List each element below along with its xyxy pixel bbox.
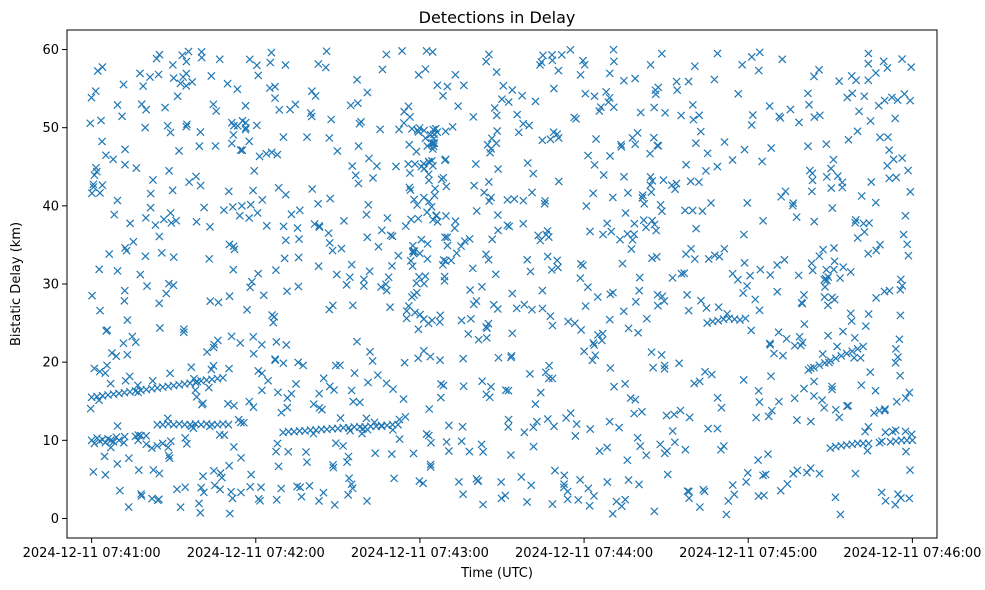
y-tick-label: 50 xyxy=(42,121,59,136)
y-tick-label: 30 xyxy=(42,278,59,293)
x-tick-label: 2024-12-11 07:46:00 xyxy=(843,546,981,561)
y-axis-ticks: 0 10 20 30 40 50 60 xyxy=(42,43,67,527)
y-tick-label: 10 xyxy=(42,434,59,449)
x-tick-label: 2024-12-11 07:41:00 xyxy=(23,546,161,561)
x-axis-ticks: 2024-12-11 07:41:00 2024-12-11 07:42:00 20… xyxy=(23,538,982,561)
x-axis-label: Time (UTC) xyxy=(460,566,533,581)
x-tick-label: 2024-12-11 07:43:00 xyxy=(351,546,489,561)
x-tick-label: 2024-12-11 07:45:00 xyxy=(679,546,817,561)
scatter-chart: 2024-12-11 07:41:00 2024-12-11 07:42:00 20… xyxy=(0,0,985,590)
y-tick-label: 40 xyxy=(42,199,59,214)
plot-background xyxy=(67,30,937,538)
y-tick-label: 20 xyxy=(42,356,59,371)
x-tick-label: 2024-12-11 07:42:00 xyxy=(187,546,325,561)
x-tick-label: 2024-12-11 07:44:00 xyxy=(515,546,653,561)
y-axis-label: Bistatic Delay (km) xyxy=(9,222,24,346)
chart-title: Detections in Delay xyxy=(419,8,576,27)
y-tick-label: 0 xyxy=(51,512,59,527)
y-tick-label: 60 xyxy=(42,43,59,58)
